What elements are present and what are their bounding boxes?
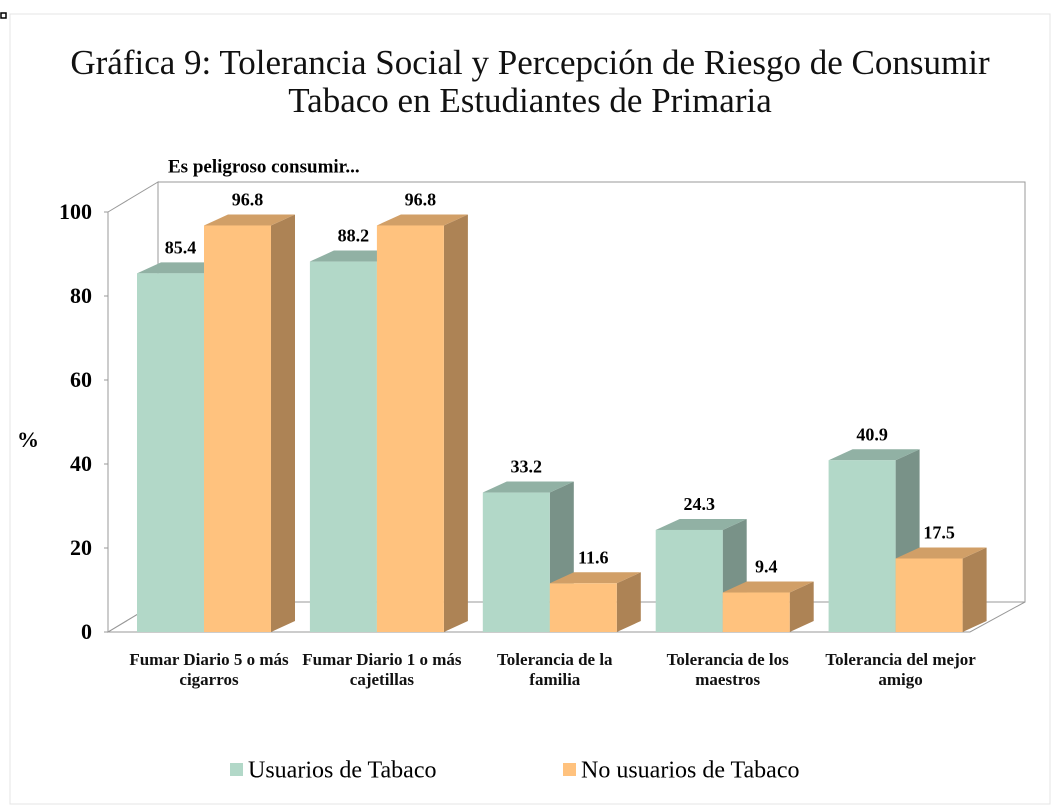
bar [376, 225, 444, 632]
data-label: 96.8 [232, 190, 264, 210]
y-tick-label: 20 [70, 535, 92, 560]
legend-swatch [230, 763, 243, 776]
data-label: 24.3 [683, 494, 715, 514]
y-tick-label: 60 [70, 367, 92, 392]
data-label: 85.4 [165, 237, 197, 257]
data-label: 33.2 [511, 457, 543, 477]
legend-swatch [563, 763, 576, 776]
x-tick-label: Fumar Diario 1 o más cajetillas [302, 650, 462, 689]
bar [549, 583, 617, 632]
corner-marker [0, 12, 7, 19]
bar [722, 592, 790, 632]
bar-top [482, 481, 574, 493]
bar [204, 225, 271, 632]
x-tick-label: Tolerancia de los maestros [666, 650, 789, 689]
bar-side [789, 581, 814, 632]
y-tick-label: 0 [81, 619, 92, 644]
bar-top [204, 214, 295, 226]
bar-side [271, 214, 295, 632]
frame [9, 13, 1051, 805]
chart-title: Gráfica 9: Tolerancia Social y Percepció… [70, 43, 990, 120]
y-tick-label: 40 [70, 451, 92, 476]
bar [828, 460, 896, 632]
bar-top [828, 449, 920, 461]
x-tick-label: Fumar Diario 5 o más cigarros [129, 650, 289, 689]
bar-top [722, 581, 814, 593]
bar [482, 492, 550, 632]
y-tick-label: 80 [70, 283, 92, 308]
data-label: 11.6 [578, 547, 609, 567]
bar-top [655, 518, 747, 530]
legend-label: No usuarios de Tabaco [581, 758, 799, 784]
data-label: 17.5 [923, 523, 955, 543]
bar-side [962, 547, 987, 632]
bar [309, 261, 377, 632]
bar-side [616, 572, 641, 632]
data-label: 96.8 [405, 190, 437, 210]
bar [655, 529, 723, 632]
bar [137, 273, 204, 632]
x-tick-label: Tolerancia de la familia [497, 650, 613, 689]
y-axis-label: % [17, 427, 39, 452]
x-tick-label: Tolerancia del mejor amigo [825, 650, 976, 689]
y-tick-label: 100 [59, 199, 92, 224]
bar-top [549, 572, 641, 584]
annotation: Es peligroso consumir... [168, 156, 360, 177]
bar-side [443, 214, 468, 632]
data-label: 88.2 [338, 226, 370, 246]
data-label: 9.4 [755, 557, 778, 577]
bar [895, 558, 963, 632]
bar-top [376, 214, 468, 226]
data-label: 40.9 [856, 424, 888, 444]
legend-label: Usuarios de Tabaco [248, 758, 436, 784]
bar-top [895, 547, 987, 559]
